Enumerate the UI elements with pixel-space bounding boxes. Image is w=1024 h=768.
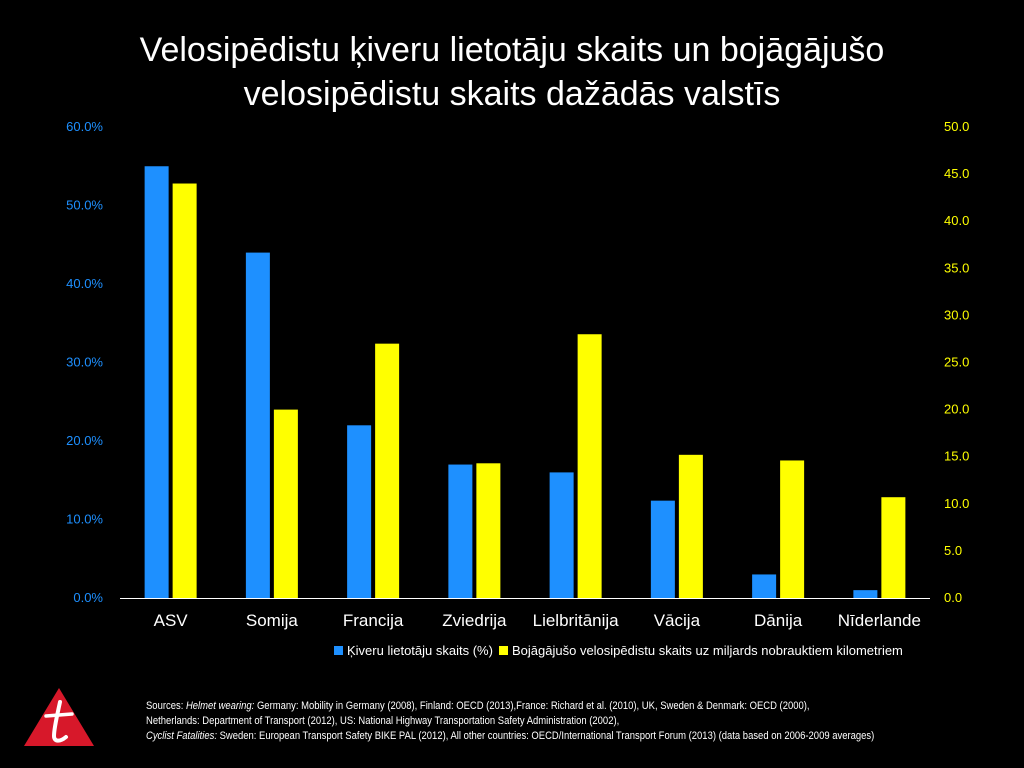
- chart-title-line-1: Velosipēdistu ķiveru lietotāju skaits un…: [139, 31, 885, 69]
- sources-line-1: Sources: Helmet wearing: Germany: Mobili…: [146, 699, 894, 714]
- bar-helmet-usage: [347, 425, 372, 598]
- left-tick-label: 50.0%: [66, 198, 103, 213]
- right-tick-label: 10.0: [944, 496, 969, 511]
- x-tick-label: Lielbritānija: [533, 611, 620, 630]
- bar-helmet-usage: [245, 252, 270, 598]
- sources-line-3-text: Sweden: European Transport Safety BIKE P…: [216, 730, 875, 742]
- right-tick-label: 5.0: [944, 543, 962, 558]
- bar-helmet-usage: [853, 590, 878, 598]
- right-tick-label: 20.0: [944, 402, 969, 417]
- bar-fatalities: [375, 343, 400, 598]
- right-tick-label: 35.0: [944, 260, 969, 275]
- bar-fatalities: [273, 409, 298, 598]
- right-tick-label: 25.0: [944, 355, 969, 370]
- x-tick-label: Francija: [343, 611, 404, 630]
- left-tick-label: 40.0%: [66, 276, 103, 291]
- t-logo-icon: [24, 688, 94, 746]
- chart-title: Velosipēdistu ķiveru lietotāju skaits un…: [0, 28, 1024, 116]
- right-tick-label: 30.0: [944, 307, 969, 322]
- sources-label: Sources:: [146, 700, 186, 712]
- x-tick-label: Vācija: [654, 611, 701, 630]
- left-tick-label: 10.0%: [66, 512, 103, 527]
- right-tick-label: 45.0: [944, 166, 969, 181]
- right-tick-label: 50.0: [944, 119, 969, 134]
- left-tick-label: 30.0%: [66, 355, 103, 370]
- left-tick-label: 60.0%: [66, 119, 103, 134]
- bar-fatalities: [476, 463, 501, 598]
- right-tick-label: 0.0: [944, 590, 962, 605]
- x-tick-label: Dānija: [754, 611, 803, 630]
- left-axis: 0.0% 10.0% 20.0% 30.0% 40.0% 50.0% 60.0%: [66, 119, 103, 605]
- left-tick-label: 0.0%: [73, 590, 103, 605]
- right-tick-label: 40.0: [944, 213, 969, 228]
- bar-fatalities: [881, 497, 906, 598]
- bar-fatalities: [577, 334, 602, 598]
- x-tick-label: Somija: [246, 611, 299, 630]
- bar-fatalities: [780, 460, 805, 598]
- bar-helmet-usage: [144, 166, 169, 598]
- right-tick-label: 15.0: [944, 449, 969, 464]
- bar-helmet-usage: [752, 574, 777, 598]
- bar-helmet-usage: [448, 464, 473, 598]
- legend-swatch: [499, 646, 508, 655]
- right-axis: 0.0 5.0 10.0 15.0 20.0 25.0 30.0 35.0 40.0 45.0 50…: [944, 119, 969, 605]
- sources-line-3: Cyclist Fatalities: Sweden: European Tra…: [146, 729, 894, 744]
- helmet-wearing-label: Helmet wearing:: [185, 700, 255, 712]
- x-axis-labels: ASV Somija Francija Zviedrija Lielbritānija V…: [154, 611, 921, 630]
- legend-swatch: [334, 646, 343, 655]
- left-tick-label: 20.0%: [66, 433, 103, 448]
- x-tick-label: Nīderlande: [838, 611, 921, 630]
- cyclist-fatalities-label: Cyclist Fatalities:: [146, 730, 217, 742]
- chart-title-line-2: velosipēdistu skaits dažādās valstīs: [243, 75, 781, 113]
- bar-fatalities: [172, 183, 197, 598]
- bar-chart: 0.0% 10.0% 20.0% 30.0% 40.0% 50.0% 60.0% 0.0 5.…: [66, 119, 969, 658]
- legend-label: Bojāgājušo velosipēdistu skaits uz milja…: [512, 643, 903, 658]
- sources-note: Sources: Helmet wearing: Germany: Mobili…: [146, 699, 894, 744]
- bar-fatalities: [678, 454, 703, 598]
- sources-line-2: Netherlands: Department of Transport (20…: [146, 715, 620, 727]
- x-tick-label: ASV: [154, 611, 189, 630]
- legend-label: Ķiveru lietotāju skaits (%): [347, 643, 493, 658]
- sources-line-1-text: Germany: Mobility in Germany (2008), Fin…: [254, 700, 810, 712]
- bar-helmet-usage: [650, 500, 675, 598]
- x-tick-label: Zviedrija: [442, 611, 507, 630]
- legend: Ķiveru lietotāju skaits (%) Bojāgājušo ve…: [334, 643, 903, 658]
- bar-helmet-usage: [549, 472, 574, 598]
- bars: [144, 166, 906, 598]
